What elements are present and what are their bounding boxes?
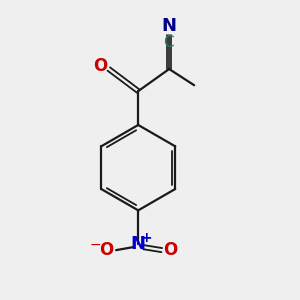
Text: −: − <box>89 238 101 252</box>
Text: O: O <box>164 241 178 259</box>
Text: O: O <box>93 57 108 75</box>
Text: +: + <box>141 231 152 245</box>
Text: N: N <box>162 17 177 35</box>
Text: N: N <box>131 235 146 253</box>
Text: C: C <box>163 35 173 50</box>
Text: O: O <box>99 241 113 259</box>
